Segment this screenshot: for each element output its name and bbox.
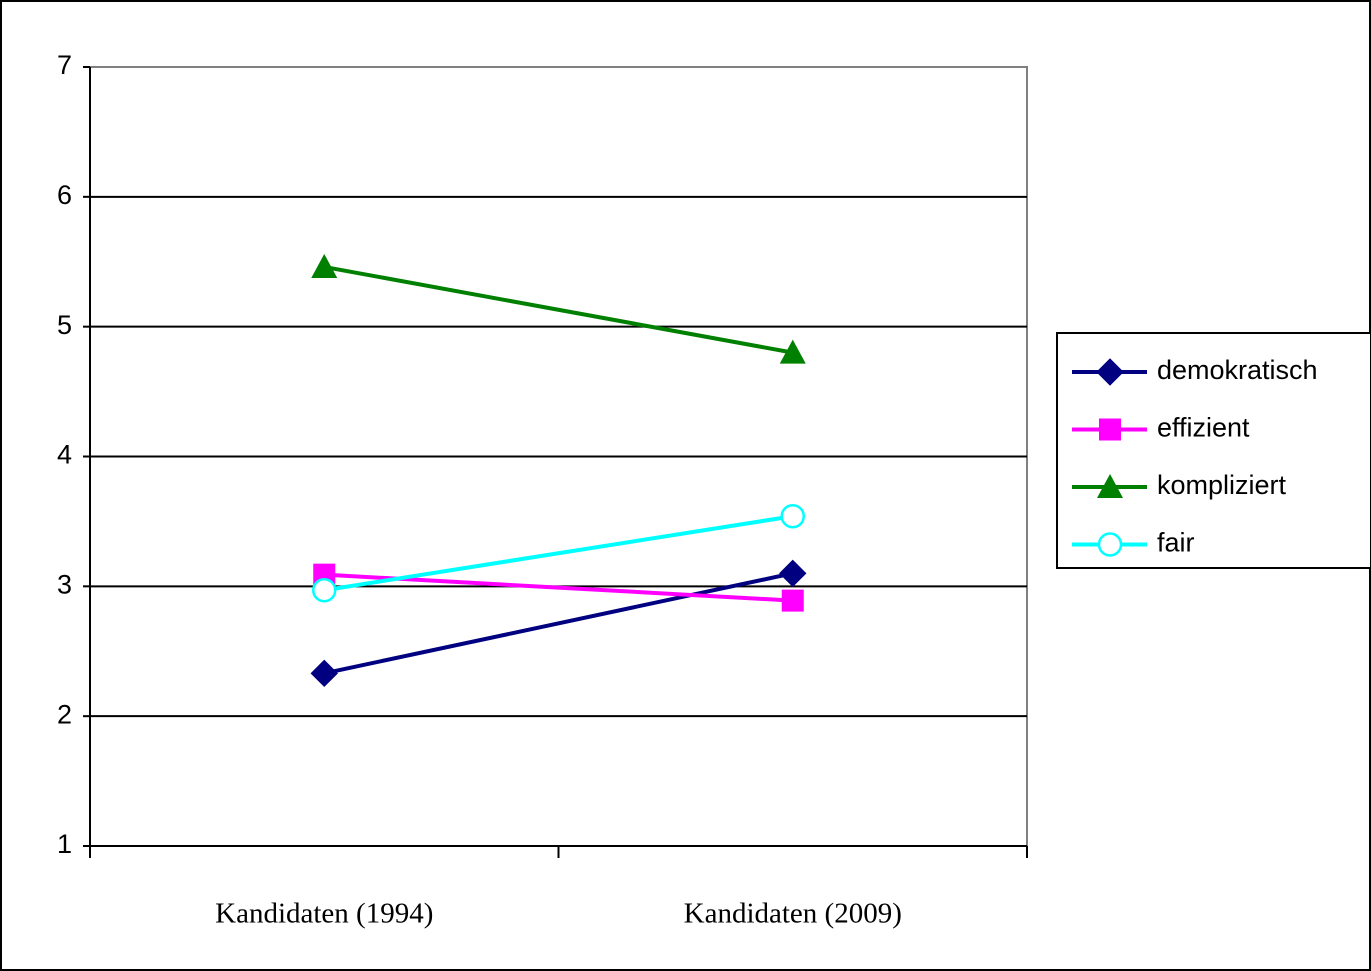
- y-tick-label: 5: [57, 310, 72, 340]
- x-tick-label: Kandidaten (2009): [684, 898, 902, 930]
- y-tick-label: 1: [57, 829, 72, 859]
- y-tick-label: 4: [57, 440, 72, 470]
- legend-label: demokratisch: [1157, 355, 1318, 385]
- legend-label: kompliziert: [1157, 470, 1287, 500]
- data-point: [781, 589, 804, 612]
- data-point: [310, 659, 338, 688]
- y-tick-label: 6: [57, 180, 72, 210]
- legend-marker: [1096, 358, 1124, 386]
- y-tick-label: 7: [57, 50, 72, 80]
- series-line: [323, 571, 794, 676]
- data-point: [311, 253, 338, 278]
- legend-marker: [1097, 474, 1123, 498]
- x-tick-label: Kandidaten (1994): [215, 898, 433, 930]
- legend-label: fair: [1157, 528, 1195, 558]
- series-line: [323, 264, 794, 355]
- y-tick-label: 2: [57, 699, 72, 729]
- data-point: [779, 339, 806, 364]
- legend-marker: [1099, 418, 1121, 441]
- data-point: [312, 577, 337, 603]
- data-point: [779, 559, 807, 588]
- y-tick-label: 3: [57, 569, 72, 599]
- series-line: [323, 514, 794, 593]
- data-point: [780, 503, 805, 529]
- legend-marker: [1097, 532, 1123, 557]
- legend-label: effizient: [1157, 413, 1250, 443]
